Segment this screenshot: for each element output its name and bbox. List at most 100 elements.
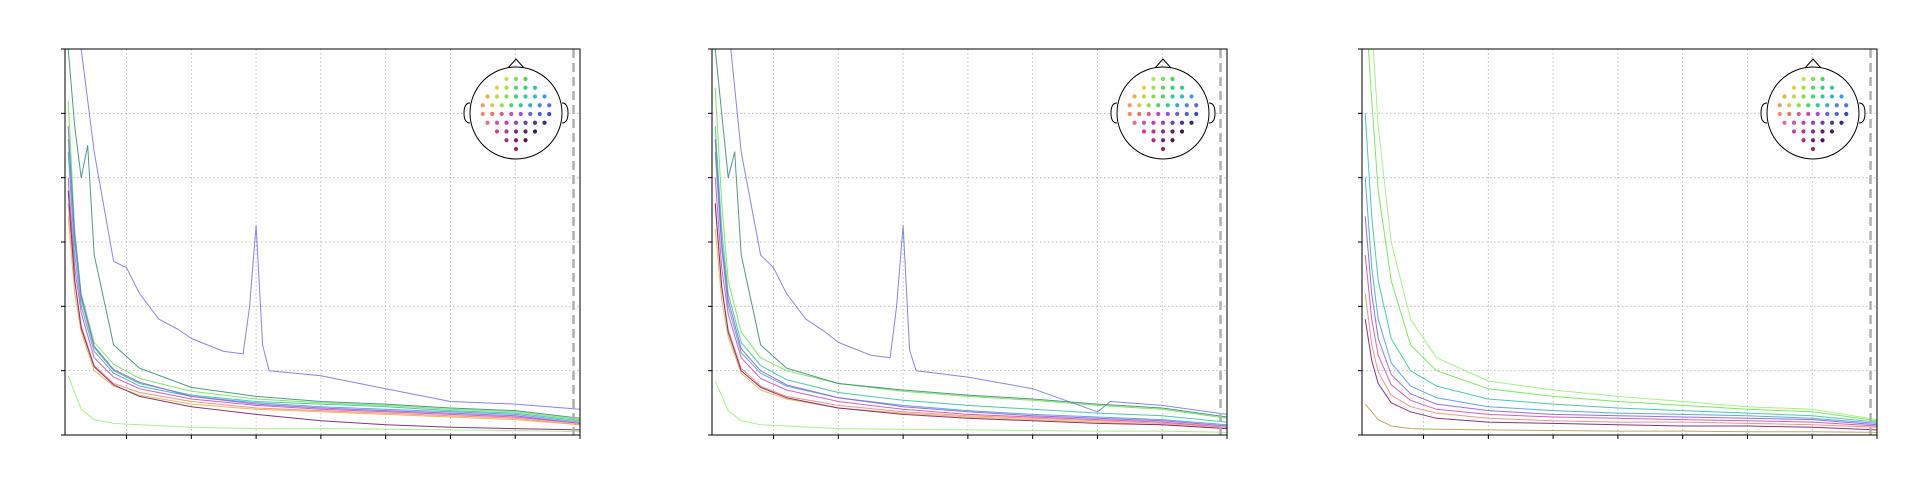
electrode-dot [1810,76,1816,82]
electrode-dot [1810,120,1816,125]
electrode-dot [490,111,495,117]
electrode-dot [504,129,509,134]
electrode-dot [1170,138,1175,143]
electrode-dot [494,94,500,99]
electrode-dot [1810,85,1816,90]
electrode-dot [1160,146,1166,152]
electrode-dot [1829,120,1835,125]
electrode-dot [1844,103,1849,108]
series-line-5 [67,177,580,424]
electrode-dot [1815,111,1820,117]
electrode-dot [547,103,552,108]
electrode-dot [1165,103,1170,108]
electrode-dot [509,111,514,117]
electrode-dot [1151,129,1156,134]
electrode-dot [504,94,509,99]
electrode-dot [1806,111,1811,117]
electrode-dot [1796,111,1801,117]
head-nose [1804,58,1822,69]
head-outline [1766,66,1860,160]
electrode-dot [513,94,519,99]
electrode-dot [1179,85,1185,90]
plot-area [714,49,1227,433]
electrode-dot [504,120,509,125]
electrode-dot [1825,103,1830,108]
electrode-dot [1777,111,1782,117]
electrode-dot [1170,76,1175,82]
head-outline [469,66,563,160]
electrode-dot [1127,103,1132,108]
chart-panel-2 [708,48,1228,439]
head-outline [1116,66,1210,160]
electrode-dot [504,138,509,143]
series-line-5 [1364,216,1877,426]
series-line-6 [714,203,1227,428]
electrode-dot [1151,76,1156,82]
series-line-11 [714,49,1227,418]
sensor-head-icon [1760,58,1866,160]
electrode-dot [1170,120,1175,125]
electrode-dot [499,103,504,108]
electrode-dot [1820,76,1825,82]
electrode-dot [1170,94,1175,99]
electrode-dot [1141,94,1147,99]
electrode-dot [494,120,500,125]
electrode-dot [513,76,519,82]
electrode-dot [1815,103,1820,108]
electrode-dot [1141,85,1147,90]
electrode-dot [513,138,519,143]
electrode-dot [1810,138,1816,143]
electrode-dot [547,111,552,117]
electrode-dot [1184,111,1189,117]
electrode-dot [537,103,542,108]
electrode-dot [1151,94,1156,99]
electrode-dot [1839,120,1844,125]
electrode-dot [1801,94,1806,99]
electrode-dot [480,103,485,108]
electrode-dot [485,94,490,99]
electrode-dot [1791,129,1797,134]
series-line-9 [730,49,1227,415]
series-line-3 [1364,113,1877,423]
electrode-dot [1194,111,1199,117]
electrode-dot [1179,94,1185,99]
electrode-dot [480,111,485,117]
series-line-3 [67,151,580,423]
electrode-dot [1146,111,1151,117]
head-left-ear [1110,102,1118,124]
electrode-dot [1151,138,1156,143]
electrode-dot [513,129,519,134]
series-line-9 [80,49,580,410]
series-line-4 [1364,177,1877,424]
electrode-dot [1127,111,1132,117]
electrode-dot [1175,111,1180,117]
electrode-dot [490,103,495,108]
plot-area [1364,49,1877,433]
electrode-dot [1820,138,1825,143]
electrode-dot [1801,85,1806,90]
electrode-dot [1810,129,1816,134]
electrode-dot [523,85,528,90]
electrode-dot [523,129,528,134]
electrode-dot [542,120,547,125]
series-line-10 [714,380,1227,433]
electrode-dot [1146,103,1151,108]
head-right-ear [561,102,569,124]
series-line-5 [714,177,1227,428]
electrode-dot [523,138,528,143]
electrode-dot [1132,120,1137,125]
electrode-dot [1782,94,1787,99]
electrode-dot [1160,85,1166,90]
electrode-dot [1141,129,1147,134]
series-line-2 [714,126,1227,423]
electrode-dot [518,103,523,108]
electrode-dot [532,120,538,125]
head-left-ear [463,102,471,124]
electrode-dot [532,85,538,90]
electrode-dot [494,129,500,134]
chart-panel-3 [1358,48,1878,439]
electrode-dot [523,120,528,125]
series-line-11 [67,49,580,419]
electrode-dot [1825,111,1830,117]
